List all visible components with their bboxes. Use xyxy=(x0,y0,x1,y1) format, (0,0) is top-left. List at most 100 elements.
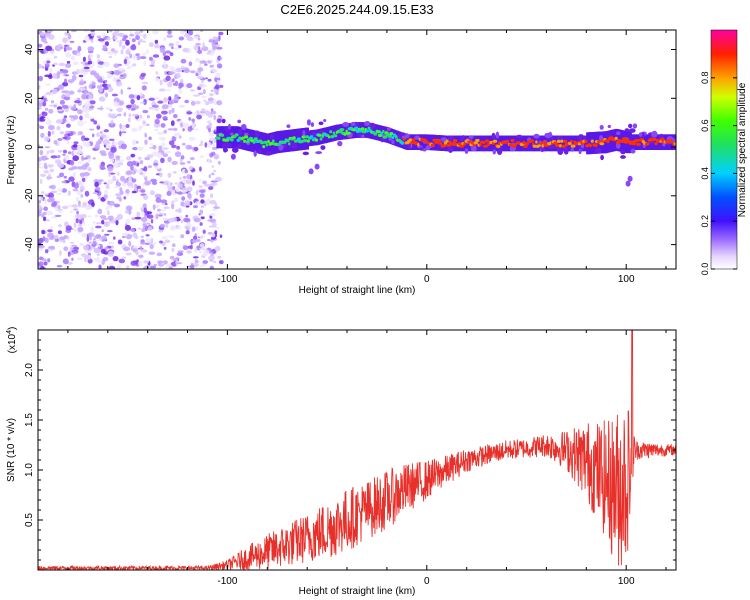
noise-blob xyxy=(215,176,222,182)
noise-blob xyxy=(153,264,158,267)
ridge-blob xyxy=(269,134,275,139)
ridge-core xyxy=(260,141,265,145)
ridge-core xyxy=(439,141,443,146)
ridge-core xyxy=(475,138,480,143)
ridge-blob xyxy=(469,135,474,139)
noise-blob xyxy=(38,237,44,243)
noise-blob xyxy=(207,119,212,123)
noise-blob xyxy=(97,208,103,215)
noise-blob xyxy=(126,161,134,167)
noise-blob xyxy=(64,130,72,134)
noise-blob xyxy=(205,199,212,206)
noise-blob xyxy=(156,113,162,119)
ridge-blob xyxy=(237,144,242,149)
noise-blob xyxy=(79,172,85,178)
ridge-blob xyxy=(238,128,242,136)
ridge-core xyxy=(263,140,268,144)
noise-blob xyxy=(152,204,156,211)
noise-blob xyxy=(178,45,182,49)
noise-blob xyxy=(200,216,205,220)
noise-blob xyxy=(154,166,161,170)
noise-blob xyxy=(94,181,99,188)
noise-blob xyxy=(69,246,73,251)
noise-blob xyxy=(128,113,132,118)
noise-blob xyxy=(64,78,67,84)
noise-blob xyxy=(93,239,99,242)
noise-blob xyxy=(176,252,184,256)
noise-blob xyxy=(168,71,175,75)
ridge-blob xyxy=(628,123,633,129)
ridge-core xyxy=(408,138,413,142)
ridge-core xyxy=(329,130,333,134)
noise-blob xyxy=(187,192,192,199)
noise-blob xyxy=(176,145,181,150)
noise-blob xyxy=(208,174,211,179)
ridge-core xyxy=(589,144,592,148)
noise-blob xyxy=(101,229,104,233)
ridge-core xyxy=(570,144,576,148)
noise-blob xyxy=(129,53,133,59)
ridge-blob xyxy=(460,137,464,142)
noise-blob xyxy=(100,133,107,139)
noise-blob xyxy=(203,89,206,95)
snr-xtick-label: 0 xyxy=(424,576,430,587)
noise-blob xyxy=(149,64,155,67)
noise-blob xyxy=(137,260,144,266)
noise-blob xyxy=(191,226,196,232)
spectrogram-xlabel: Height of straight line (km) xyxy=(299,285,416,296)
ridge-blob xyxy=(254,130,260,138)
noise-blob xyxy=(120,143,127,150)
noise-blob xyxy=(59,250,62,256)
spectrogram-axes: -100 0 100 -40 -20 0 20 40 xyxy=(24,30,676,285)
noise-blob xyxy=(212,142,215,147)
ridge-core xyxy=(306,139,310,143)
noise-blob xyxy=(130,260,138,266)
ridge-blob xyxy=(628,128,636,133)
ridge-core xyxy=(590,139,594,143)
noise-blob xyxy=(195,238,201,243)
noise-blob xyxy=(131,38,136,43)
noise-blob xyxy=(167,30,172,35)
noise-blob xyxy=(48,104,56,107)
noise-blob xyxy=(201,81,204,84)
ridge-core xyxy=(244,135,249,139)
ridge-blob xyxy=(311,131,317,137)
noise-blob xyxy=(152,30,159,35)
noise-blob xyxy=(121,131,127,134)
ridge-core xyxy=(345,131,351,135)
noise-blob xyxy=(203,249,210,256)
noise-blob xyxy=(40,173,47,177)
noise-blob xyxy=(41,155,48,161)
noise-blob xyxy=(144,225,148,232)
noise-blob xyxy=(161,63,169,69)
noise-blob xyxy=(160,142,166,148)
noise-blob xyxy=(126,265,130,269)
ridge-blob xyxy=(447,135,454,141)
noise-blob xyxy=(62,258,69,265)
noise-blob xyxy=(188,146,195,150)
ridge-core xyxy=(360,127,365,131)
noise-blob xyxy=(154,118,160,125)
noise-blob xyxy=(43,261,48,266)
noise-blob xyxy=(116,155,120,160)
noise-blob xyxy=(199,209,204,215)
noise-blob xyxy=(149,265,157,269)
noise-blob xyxy=(46,150,50,154)
noise-blob xyxy=(50,100,55,104)
noise-blob xyxy=(49,168,54,173)
noise-blob xyxy=(57,109,63,112)
noise-blob xyxy=(132,63,137,67)
noise-blob xyxy=(185,230,190,235)
ridge-blob xyxy=(350,121,356,126)
noise-blob xyxy=(73,141,79,145)
noise-blob xyxy=(139,101,146,104)
noise-blob xyxy=(111,93,118,97)
noise-blob xyxy=(106,183,110,189)
noise-blob xyxy=(105,107,112,110)
noise-blob xyxy=(171,160,178,165)
ridge-blob xyxy=(257,149,262,155)
noise-blob xyxy=(44,107,49,111)
noise-blob xyxy=(178,82,185,88)
ridge-blob xyxy=(556,136,563,141)
noise-blob xyxy=(84,190,90,197)
